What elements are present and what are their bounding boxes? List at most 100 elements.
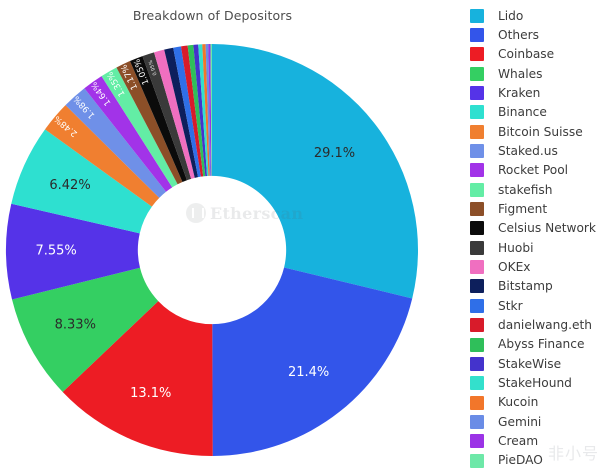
legend-item[interactable]: Cream [470,432,605,451]
pie-slice[interactable] [193,44,208,177]
donut-chart-area: Breakdown of Depositors 29.1% 21.4% 13.1% 8… [6,8,418,456]
legend-item[interactable]: StakeHound [470,374,605,393]
legend-item[interactable]: Rocket Pool [470,161,605,180]
legend-item-label: OKEx [498,260,531,275]
pie-slice[interactable] [116,61,183,185]
legend-item[interactable]: Celsius Network [470,219,605,238]
legend-item-label: StakeHound [498,376,572,391]
legend-item-label: Staked.us [498,143,558,158]
legend-item-label: Coinbase [498,47,555,62]
legend-swatch-icon [470,66,484,81]
pie-slice[interactable] [101,67,178,188]
legend-swatch-icon [470,86,484,101]
pie-slice[interactable] [12,267,159,392]
legend-item[interactable]: Lido [470,6,605,25]
pie-slice[interactable] [65,88,167,198]
pie-slice[interactable] [212,44,418,299]
legend-item-label: Rocket Pool [498,163,569,178]
pie-slice[interactable] [173,46,201,178]
pie-slice[interactable] [6,203,141,300]
pie-slice[interactable] [187,44,206,177]
legend-swatch-icon [470,163,484,178]
pie-slice-label: 21.4% [288,365,329,380]
legend-item[interactable]: OKEx [470,257,605,276]
legend-swatch-icon [470,453,484,468]
pie-slice-label: 13.1% [130,386,171,401]
pie-slice[interactable] [202,44,210,176]
legend-item-label: Figment [498,202,548,216]
legend-item[interactable]: Others [470,25,605,44]
legend-swatch-icon [470,260,484,275]
legend-item-label: Cream [498,434,539,449]
legend-swatch-icon [470,240,484,255]
legend-item-label: Whales [498,66,543,81]
pie-slices [6,44,418,456]
legend-swatch-icon [470,356,484,371]
pie-slice[interactable] [210,44,212,176]
legend-swatch-icon [470,434,484,449]
legend-item[interactable]: Staked.us [470,141,605,160]
page-title: Breakdown of Depositors [132,8,293,23]
pie-slice[interactable] [208,44,212,176]
chart-legend: Lido Others Coinbase Whales Kraken Binance Bit… [470,6,605,470]
donut-chart: 29.1%21.4%13.1%8.33%7.55%6.42%2.48%1.98%… [6,44,418,456]
legend-swatch-icon [470,376,484,391]
legend-item[interactable]: Whales [470,64,605,83]
legend-item[interactable]: Stkr [470,296,605,315]
pie-slice[interactable] [129,56,187,182]
legend-item-label: Stkr [498,298,523,313]
legend-swatch-icon [470,414,484,429]
pie-slice[interactable] [205,44,211,176]
pie-slice[interactable] [198,44,209,177]
legend-item-label: StakeWise [498,356,562,371]
pie-slice[interactable] [11,129,152,234]
legend-item[interactable]: Abyss Finance [470,335,605,354]
legend-swatch-icon [470,105,484,120]
legend-item-label: Kucoin [498,395,539,410]
legend-item-label: Others [498,27,539,42]
legend-swatch-icon [470,202,484,217]
pie-slice[interactable] [142,52,192,181]
legend-item-label: danielwang.eth [498,318,592,333]
legend-item[interactable]: Coinbase [470,45,605,64]
legend-swatch-icon [470,298,484,313]
pie-slice[interactable] [62,301,213,456]
legend-item-label: Lido [498,8,524,23]
legend-swatch-icon [470,124,484,139]
legend-item[interactable]: PieDAO [470,451,605,470]
legend-item[interactable]: Kucoin [470,393,605,412]
legend-item[interactable]: Bitstamp [470,277,605,296]
legend-swatch-icon [470,47,484,62]
legend-item-label: Gemini [498,414,542,429]
legend-item[interactable]: danielwang.eth [470,316,605,335]
legend-item-label: Bitstamp [498,279,553,294]
pie-slice[interactable] [181,45,204,177]
legend-swatch-icon [470,8,484,23]
legend-item-label: Celsius Network [498,221,596,236]
legend-item[interactable]: Kraken [470,83,605,102]
pie-slice[interactable] [45,105,160,207]
pie-slice[interactable] [84,76,173,192]
legend-item-label: Huobi [498,240,534,255]
legend-swatch-icon [470,395,484,410]
pie-slice-label: 7.55% [35,244,76,259]
legend-item[interactable]: Bitcoin Suisse [470,122,605,141]
legend-item-label: PieDAO [498,453,543,468]
legend-item[interactable]: Figment [470,199,605,218]
legend-swatch-icon [470,144,484,159]
legend-item[interactable]: Binance [470,103,605,122]
legend-item[interactable]: Huobi [470,238,605,257]
legend-item-label: Binance [498,105,547,120]
pie-slice-label: 29.1% [314,146,355,161]
legend-item[interactable]: StakeWise [470,354,605,373]
legend-swatch-icon [470,279,484,294]
legend-item-label: Bitcoin Suisse [498,124,583,139]
legend-swatch-icon [470,221,484,236]
pie-slice[interactable] [154,49,195,179]
pie-slice-label: 6.42% [49,178,90,193]
pie-slice[interactable] [164,47,199,178]
legend-item[interactable]: stakefish [470,180,605,199]
pie-slice[interactable] [212,267,413,456]
legend-item[interactable]: Gemini [470,412,605,431]
